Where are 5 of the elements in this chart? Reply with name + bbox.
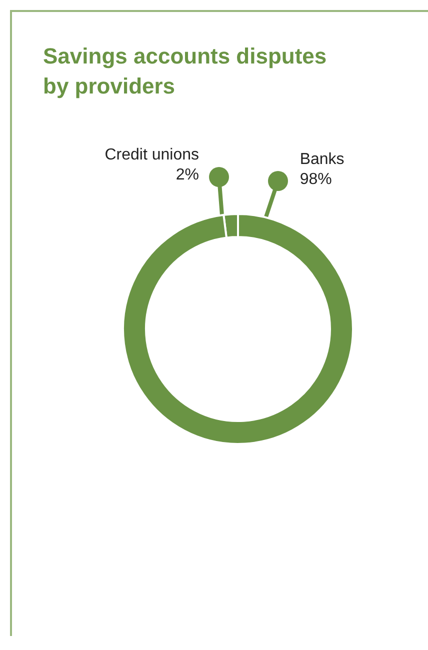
chart-title: Savings accounts disputes by providers bbox=[43, 44, 333, 98]
data-label: 98% bbox=[300, 170, 332, 188]
data-label: 2% bbox=[176, 166, 199, 184]
slice-label: Credit unions bbox=[104, 146, 199, 164]
slice-label: Banks bbox=[300, 150, 344, 168]
